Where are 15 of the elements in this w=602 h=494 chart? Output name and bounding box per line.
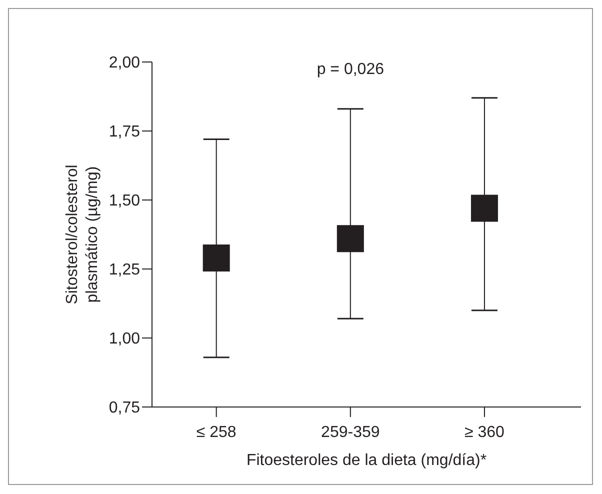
y-tick-label: 1,00 xyxy=(108,330,140,348)
y-tick-label: 2,00 xyxy=(108,54,140,72)
point xyxy=(470,194,498,222)
x-axis-title: Fitoesteroles de la dieta (mg/día)* xyxy=(246,452,487,469)
y-tick-label: 1,50 xyxy=(108,192,140,210)
point xyxy=(336,225,364,252)
y-axis-title: Sitosterol/colesterol plasmático (µg/mg) xyxy=(64,164,101,304)
y-tick-label: 1,75 xyxy=(108,124,140,141)
point xyxy=(202,244,230,272)
x-tick-label: ≥ 360 xyxy=(464,424,505,441)
x-tick-label: ≤ 258 xyxy=(196,424,236,441)
annotation: p = 0,026 xyxy=(316,61,384,78)
x-tick-label: 259-359 xyxy=(321,424,380,441)
y-tick-label: 1,25 xyxy=(108,262,140,279)
y-tick-label: 0,75 xyxy=(108,400,140,417)
